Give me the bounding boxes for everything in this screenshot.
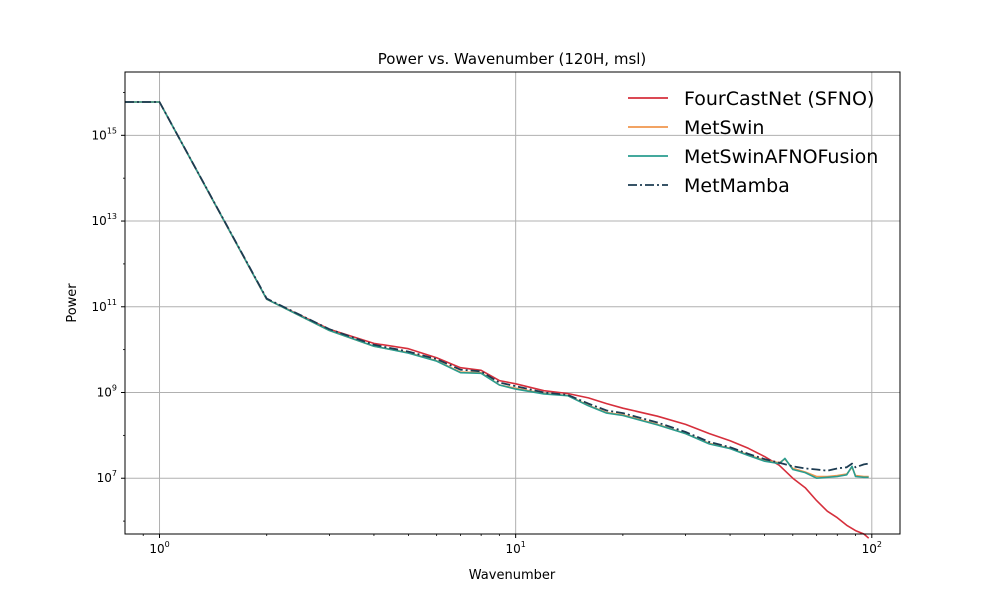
legend: FourCastNet (SFNO) MetSwin MetSwinAFNOFusi… xyxy=(628,88,878,197)
series-layer xyxy=(125,101,870,539)
x-axis-label: Wavenumber xyxy=(469,568,556,583)
legend-label-4: MetMamba xyxy=(684,175,790,197)
grid-layer xyxy=(125,72,900,534)
series-line-1 xyxy=(125,101,870,539)
x-tick-label: 102 xyxy=(862,540,882,556)
tick-layer: 100 101 102 107 109 1011 1013 1015 xyxy=(92,92,882,556)
legend-label-2: MetSwin xyxy=(684,117,764,139)
y-tick-label: 1011 xyxy=(92,298,117,314)
legend-label-3: MetSwinAFNOFusion xyxy=(684,146,878,168)
y-tick-label: 1015 xyxy=(92,126,117,142)
x-tick-label: 101 xyxy=(505,540,525,556)
y-tick-label: 1013 xyxy=(92,212,117,228)
series-line-3 xyxy=(125,101,869,480)
plot-frame xyxy=(124,71,901,535)
x-tick-label: 100 xyxy=(149,540,169,556)
y-tick-label: 109 xyxy=(97,384,117,400)
chart-title: Power vs. Wavenumber (120H, msl) xyxy=(378,50,647,68)
y-axis-label: Power xyxy=(65,283,80,323)
y-tick-label: 107 xyxy=(97,469,117,485)
legend-label-1: FourCastNet (SFNO) xyxy=(684,88,874,110)
series-line-4 xyxy=(125,101,869,472)
